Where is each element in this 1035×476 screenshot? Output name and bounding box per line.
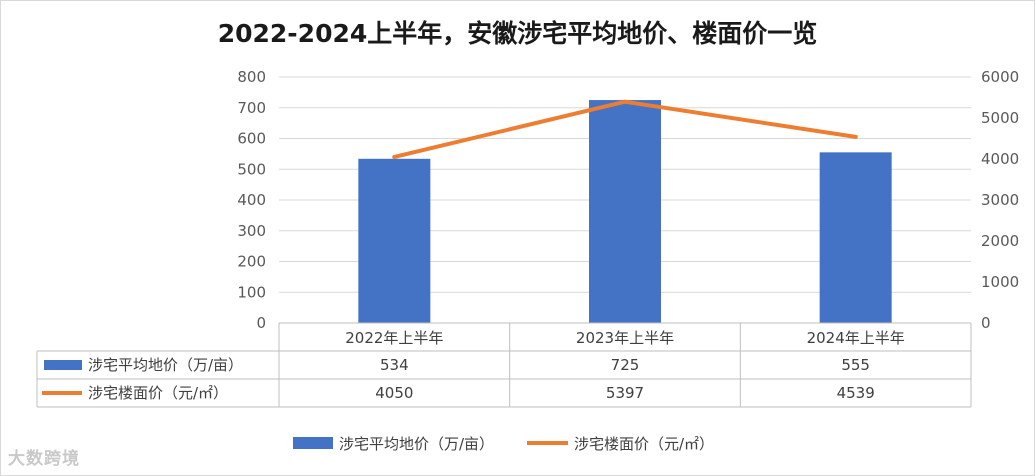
bar: [819, 152, 892, 323]
y-right-tick-label: 2000: [981, 232, 1019, 250]
line-point: [392, 154, 397, 159]
y-left-tick-label: 700: [237, 99, 266, 117]
x-category-label: 2024年上半年: [807, 329, 905, 347]
table-data-label: 5397: [606, 384, 644, 402]
legend-label: 涉宅平均地价（万/亩）: [339, 435, 494, 453]
y-left-tick-label: 100: [237, 283, 266, 301]
line-point: [623, 99, 627, 104]
legend-label: 涉宅楼面价（元/㎡）: [574, 435, 714, 453]
y-right-tick-label: 4000: [981, 150, 1019, 168]
table-data-label: 725: [611, 356, 640, 374]
watermark-logo: 大数跨境: [8, 449, 80, 469]
y-right-tick-label: 0: [981, 314, 991, 332]
bar: [358, 158, 431, 323]
line-point: [853, 134, 858, 139]
y-left-tick-label: 200: [237, 253, 266, 271]
y-left-tick-label: 0: [256, 314, 266, 332]
y-left-tick-label: 800: [237, 68, 266, 86]
y-right-tick-label: 3000: [981, 191, 1019, 209]
y-left-tick-label: 500: [237, 160, 266, 178]
table-series-name: 涉宅平均地价（万/亩）: [88, 356, 243, 374]
y-left-tick-label: 400: [237, 191, 266, 209]
table-series-name: 涉宅楼面价（元/㎡）: [88, 384, 228, 402]
x-category-label: 2023年上半年: [576, 329, 674, 347]
chart-title: 2022-2024上半年，安徽涉宅平均地价、楼面价一览: [217, 19, 818, 48]
y-left-tick-label: 300: [237, 222, 266, 240]
table-data-label: 4539: [837, 384, 875, 402]
table-data-label: 555: [841, 356, 870, 374]
table-data-label: 4050: [375, 384, 413, 402]
y-right-tick-label: 5000: [981, 109, 1019, 127]
table-data-label: 534: [380, 356, 409, 374]
y-right-tick-label: 6000: [981, 68, 1019, 86]
legend-key-bar: [293, 437, 333, 449]
y-right-tick-label: 1000: [981, 273, 1019, 291]
bar: [589, 100, 661, 323]
x-category-label: 2022年上半年: [345, 329, 443, 347]
table-legend-key-bar: [44, 360, 82, 370]
y-left-tick-label: 600: [237, 130, 266, 148]
